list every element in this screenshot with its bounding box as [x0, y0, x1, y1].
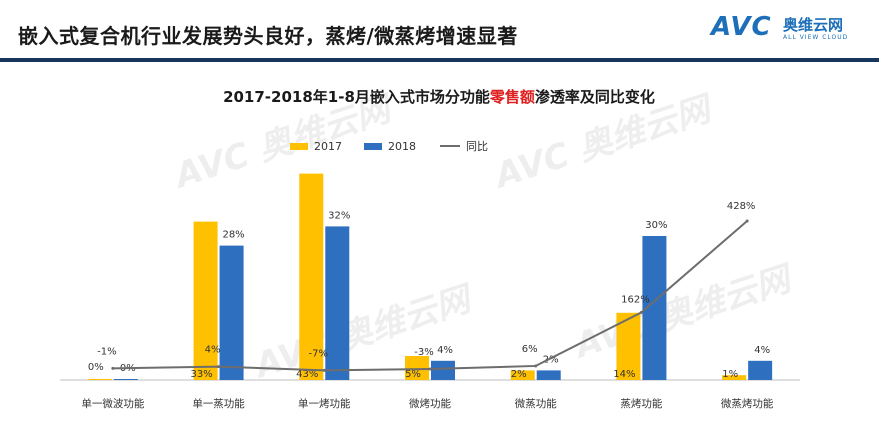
x-tick-label: 单一蒸功能: [192, 397, 245, 410]
x-tick-label: 单一烤功能: [298, 397, 351, 410]
bar-2017: [87, 379, 112, 380]
brand-name-en: ALL VIEW CLOUD: [783, 34, 849, 41]
brand-name-cn: 奥维云网: [783, 16, 844, 34]
x-tick-label: 微烤功能: [409, 397, 451, 410]
bar-2018: [536, 370, 561, 380]
bar-label-2018: 2%: [543, 354, 559, 365]
bar-2018: [113, 379, 138, 380]
header-divider: [0, 58, 879, 62]
bar-2018: [748, 360, 773, 380]
bar-2018: [431, 360, 455, 380]
yoy-point: [428, 367, 432, 371]
page-title: 嵌入式复合机行业发展势头良好，蒸烤/微蒸烤增速显著: [18, 24, 518, 48]
bar-label-2018: 4%: [754, 345, 770, 356]
bar-label-2017: 5%: [405, 369, 421, 380]
bar-2018: [219, 245, 244, 380]
yoy-point: [217, 365, 221, 369]
bar-label-2017: 0%: [88, 362, 104, 373]
x-tick-label: 微蒸烤功能: [721, 397, 774, 410]
legend-label-yoy: 同比: [466, 140, 488, 153]
yoy-point: [322, 368, 326, 372]
bar-2017: [193, 221, 218, 380]
brand-logo: AVC 奥维云网 ALL VIEW CLOUD: [711, 10, 861, 50]
legend-label-2018: 2018: [388, 140, 416, 153]
yoy-label: -1%: [97, 346, 116, 357]
x-tick-label: 微蒸功能: [515, 397, 557, 410]
yoy-label: 6%: [522, 344, 538, 355]
yoy-point: [745, 219, 749, 223]
bar-2017: [722, 375, 747, 380]
bar-label-2018: 4%: [437, 345, 453, 356]
chart-title-part: 零售额: [489, 88, 535, 106]
bar-2017: [299, 173, 324, 380]
header: 嵌入式复合机行业发展势头良好，蒸烤/微蒸烤增速显著 AVC 奥维云网 ALL V…: [0, 0, 879, 62]
legend-swatch-2018: [364, 143, 382, 150]
bar-label-2017: 1%: [722, 369, 738, 380]
chart: 2017-2018年1-8月嵌入式市场分功能零售额渗透率及同比变化 2017 201…: [60, 88, 800, 410]
yoy-label: 4%: [205, 345, 221, 356]
bar-2017: [510, 370, 535, 380]
chart-title-part: 2017-2018年1-8月嵌入式市场分功能: [223, 88, 490, 106]
bar-label-2018: 28%: [222, 230, 244, 241]
x-tick-label: 单一微波功能: [81, 397, 144, 410]
bar-label-2017: 43%: [296, 369, 318, 380]
yoy-point: [111, 366, 115, 370]
bar-2017: [405, 356, 429, 380]
yoy-point: [639, 310, 643, 314]
yoy-point: [534, 364, 538, 368]
yoy-label: -3%: [414, 347, 433, 358]
brand-mark: AVC: [711, 12, 772, 42]
bar-2018: [325, 226, 350, 380]
bar-label-2017: 14%: [613, 369, 635, 380]
bar-label-2018: 32%: [328, 210, 350, 221]
x-tick-label: 蒸烤功能: [620, 397, 662, 410]
yoy-label: 162%: [621, 294, 650, 305]
yoy-label: -7%: [309, 348, 328, 359]
legend-label-2017: 2017: [314, 140, 342, 153]
legend-swatch-2017: [290, 143, 308, 150]
bar-label-2017: 33%: [190, 369, 212, 380]
yoy-label: 428%: [727, 201, 756, 212]
bar-label-2017: 2%: [511, 369, 527, 380]
chart-title-part: 渗透率及同比变化: [535, 88, 655, 106]
chart-title: 2017-2018年1-8月嵌入式市场分功能零售额渗透率及同比变化: [223, 88, 655, 106]
bar-label-2018: 30%: [645, 220, 667, 231]
